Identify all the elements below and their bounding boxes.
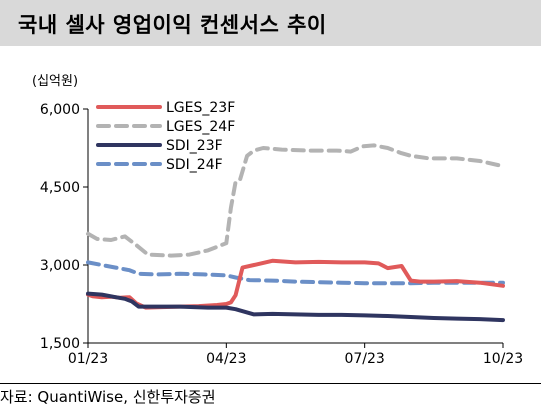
chart-legend: LGES_23F LGES_24F SDI_23F SDI_24F	[96, 100, 235, 173]
legend-label-sdi-23f: SDI_23F	[166, 138, 223, 154]
series-line-sdi-23f	[86, 291, 505, 323]
page-title: 국내 셀사 영업이익 컨센서스 추이	[18, 13, 327, 37]
y-tick-label: 4,500	[40, 180, 80, 196]
source-note: 자료: QuantiWise, 신한투자증권	[0, 388, 216, 406]
legend-label-lges-24f: LGES_24F	[166, 119, 235, 135]
series-line-lges-24f	[86, 143, 505, 258]
title-bar: 국내 셀사 영업이익 컨센서스 추이	[0, 0, 541, 46]
series-line-lges-23f	[86, 258, 505, 310]
y-tick-label: 6,000	[40, 102, 80, 118]
y-tick-label: 1,500	[40, 336, 80, 352]
y-tick-label: 3,000	[40, 258, 80, 274]
legend-label-sdi-24f: SDI_24F	[166, 157, 223, 173]
x-tick-label: 01/23	[68, 351, 108, 367]
y-axis-unit-label: (십억원)	[32, 74, 79, 89]
x-tick-label: 04/23	[206, 351, 246, 367]
x-tick-label: 10/23	[483, 351, 523, 367]
chart-series-group	[86, 143, 505, 323]
legend-label-lges-23f: LGES_23F	[166, 100, 235, 116]
source-divider	[0, 383, 541, 384]
x-tick-label: 07/23	[344, 351, 384, 367]
